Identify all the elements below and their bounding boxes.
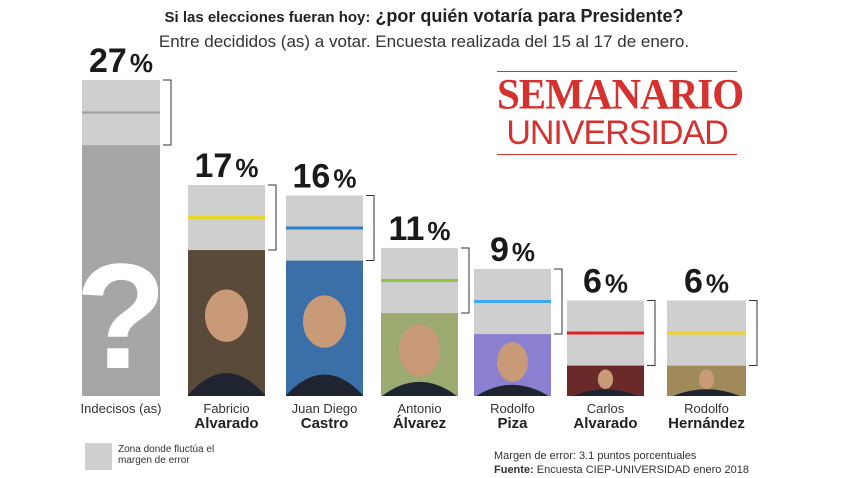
value-marker	[82, 111, 160, 114]
percent-label: 6%	[684, 262, 729, 300]
question-mark-icon: ?	[75, 232, 167, 400]
title-question: ¿por quién votaría para Presidente?	[375, 6, 684, 26]
legend-swatch	[85, 443, 112, 470]
candidate-last-name: Castro	[301, 415, 349, 432]
error-bracket	[647, 299, 656, 367]
source-note: Fuente: Encuesta CIEP-UNIVERSIDAD enero …	[494, 463, 749, 477]
percent-label: 27%	[89, 42, 153, 80]
category-label: Indecisos (as)	[81, 401, 162, 416]
percent-value: 11	[388, 210, 424, 248]
candidate-photo	[474, 334, 551, 396]
percent-value: 27	[89, 42, 127, 80]
percent-sign: %	[605, 268, 628, 298]
candidate-first-name: Antonio	[397, 401, 441, 416]
percent-label: 17%	[195, 147, 259, 185]
candidate-first-name: Rodolfo	[684, 401, 729, 416]
candidate-photo	[188, 250, 265, 396]
percent-value: 9	[490, 231, 509, 269]
error-bracket	[163, 79, 172, 146]
source-text: Encuesta CIEP-UNIVERSIDAD enero 2018	[536, 464, 749, 476]
percent-sign: %	[333, 163, 356, 193]
candidate-photo	[381, 313, 458, 396]
candidate-photo	[667, 365, 746, 396]
legend-text: Zona donde fluctúa el margen de error	[118, 444, 215, 466]
value-marker	[286, 226, 363, 230]
candidate-last-name: Alvarado	[194, 415, 258, 432]
candidate-first-name: Fabricio	[203, 401, 249, 416]
percent-value: 16	[293, 157, 331, 195]
error-bracket	[461, 247, 470, 314]
source-label: Fuente:	[494, 464, 534, 476]
error-bracket	[366, 194, 375, 262]
value-marker	[188, 216, 265, 219]
candidate-first-name: Rodolfo	[490, 401, 535, 416]
title-lead: Si las elecciones fueran hoy:	[164, 9, 371, 26]
margin-of-error-note: Margen de error: 3.1 puntos porcentuales	[494, 450, 697, 462]
bar-undecided	[82, 145, 160, 396]
percent-sign: %	[512, 237, 535, 267]
candidate-first-name: Carlos	[587, 401, 625, 416]
percent-sign: %	[706, 268, 729, 298]
candidate-last-name: Álvarez	[393, 415, 446, 432]
percent-sign: %	[130, 48, 153, 78]
percent-label: 11%	[388, 210, 450, 248]
percent-label: 9%	[490, 231, 535, 269]
percent-sign: %	[427, 216, 450, 246]
logo-line2: UNIVERSIDAD	[506, 114, 728, 152]
value-marker	[567, 331, 644, 335]
percent-label: 6%	[583, 262, 628, 300]
candidate-first-name: Juan Diego	[292, 401, 358, 416]
chart-title: Si las elecciones fueran hoy: ¿por quién…	[0, 6, 848, 27]
logo-line1: SEMANARIO	[497, 69, 744, 119]
semanario-universidad-logo: SEMANARIO UNIVERSIDAD	[497, 69, 744, 155]
error-bracket	[749, 299, 758, 367]
percent-value: 6	[684, 262, 703, 300]
percent-sign: %	[235, 153, 258, 183]
candidate-last-name: Alvarado	[573, 415, 637, 432]
candidate-last-name: Piza	[497, 415, 528, 432]
value-marker	[667, 331, 746, 335]
candidate-photo	[567, 365, 644, 396]
footer: Margen de error: 3.1 puntos porcentuales…	[494, 449, 749, 477]
error-bracket	[554, 268, 563, 335]
error-bracket	[268, 184, 277, 251]
percent-label: 16%	[293, 157, 357, 195]
candidate-last-name: Hernández	[668, 415, 745, 432]
value-marker	[381, 279, 458, 282]
percent-value: 17	[195, 147, 233, 185]
chart-subtitle: Entre decididos (as) a votar. Encuesta r…	[158, 32, 690, 51]
percent-value: 6	[583, 262, 602, 300]
candidate-photo	[286, 260, 363, 396]
value-marker	[474, 300, 551, 303]
